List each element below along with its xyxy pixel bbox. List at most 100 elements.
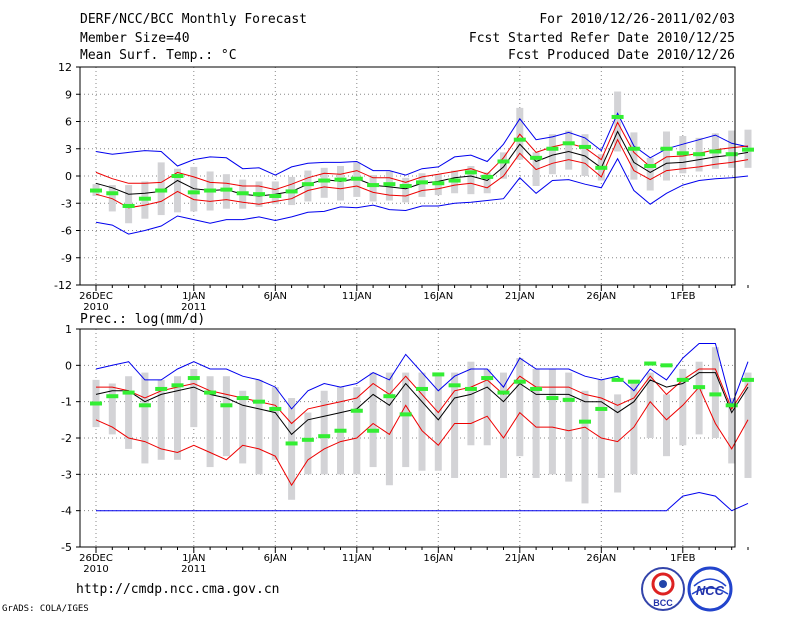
ncc-logo-text: NCC <box>696 583 725 598</box>
prec-median-mark <box>530 386 543 391</box>
temp-median-mark <box>742 147 754 152</box>
prec-median-mark <box>383 394 396 399</box>
temp-median-mark <box>497 159 510 164</box>
source-url[interactable]: http://cmdp.ncc.cma.gov.cn <box>76 582 280 597</box>
bcc-logo: BCC <box>641 567 685 611</box>
temp-median-mark <box>644 164 657 169</box>
prec-spread-box <box>125 376 133 449</box>
temp-median-mark <box>595 165 608 170</box>
prec-median-mark <box>253 399 265 404</box>
temp-y-tick-label: 3 <box>65 143 72 156</box>
prec-spread-box <box>597 379 605 478</box>
prec-median-mark <box>187 376 200 381</box>
prec-spread-box <box>402 372 410 468</box>
prec-x-tick-label: 16JAN <box>423 553 453 564</box>
temp-median-mark <box>513 137 526 142</box>
temp-spread-box <box>630 132 638 180</box>
prec-median-mark <box>236 396 249 401</box>
prec-median-mark <box>546 396 559 401</box>
temp-y-tick-label: -3 <box>61 197 72 210</box>
prec-spread-box <box>271 387 279 460</box>
prec-median-mark <box>595 406 608 411</box>
temp-spread-box <box>174 168 181 213</box>
prec-spread-box <box>565 372 573 482</box>
prec-spread-box <box>206 376 214 468</box>
grads-credit: GrADS: COLA/IGES <box>2 604 89 614</box>
prec-median-mark <box>90 401 102 406</box>
prec-spread-box <box>679 368 687 446</box>
temp-spread-box <box>581 134 589 176</box>
prec-median-mark <box>579 419 591 424</box>
prec-y-tick-label: -5 <box>61 541 72 554</box>
prec-median-mark <box>627 379 640 384</box>
prec-median-mark <box>301 437 314 442</box>
temp-median-mark <box>155 188 168 193</box>
prec-median-mark <box>318 434 331 439</box>
prec-y-tick-label: -4 <box>61 505 72 518</box>
temp-x-tick-label: 6JAN <box>264 291 287 302</box>
prec-median-mark <box>448 383 461 388</box>
temp-median-mark <box>106 191 119 196</box>
temp-x-tick-label: 11JAN <box>342 291 372 302</box>
prec-median-mark <box>742 377 754 382</box>
temp-series-lower-line <box>95 138 749 209</box>
prec-y-tick-label: -1 <box>61 396 72 409</box>
prec-median-mark <box>432 372 445 377</box>
prec-median-mark <box>367 428 380 433</box>
temp-spread-box <box>646 157 654 191</box>
temp-median-mark <box>187 190 200 195</box>
prec-median-mark <box>171 383 184 388</box>
temp-x-tick-label: 1FEB <box>670 291 695 302</box>
prec-median-mark <box>204 390 217 395</box>
temp-y-tick-label: -6 <box>61 225 72 238</box>
temp-median-mark <box>416 180 428 185</box>
prec-median-mark <box>464 386 477 391</box>
prec-spread-box <box>369 372 377 468</box>
prec-median-mark <box>497 390 510 395</box>
temp-median-mark <box>448 178 461 183</box>
temp-median-mark <box>350 176 363 181</box>
prec-series-lower-line <box>95 386 749 487</box>
temp-median-mark <box>318 178 331 183</box>
temp-median-mark <box>220 187 233 192</box>
temp-median-mark <box>122 203 135 208</box>
prec-spread-box <box>467 361 475 446</box>
prec-median-mark <box>416 386 428 391</box>
prec-median-mark <box>693 385 706 390</box>
prec-median-mark <box>138 403 151 408</box>
prec-x-tick-label: 26DEC <box>79 553 113 564</box>
temp-median-mark <box>399 183 412 188</box>
prec-median-mark <box>350 408 363 413</box>
temp-median-mark <box>285 189 298 194</box>
prec-x-tick-label: 1JAN <box>182 553 205 564</box>
prec-median-mark <box>709 392 722 397</box>
temp-y-tick-label: -12 <box>54 279 72 292</box>
prec-spread-box <box>630 383 638 475</box>
temp-spread-box <box>402 177 410 203</box>
temp-x-tick-label: 26DEC <box>79 291 113 302</box>
temp-x-tick-label: 1JAN <box>182 291 205 302</box>
temp-median-mark <box>660 146 673 151</box>
temp-spread-box <box>467 166 475 195</box>
temp-x-tick-year: 2011 <box>181 302 206 313</box>
bcc-logo-text: BCC <box>653 598 673 608</box>
forecast-produced-date: Fcst Produced Date 2010/12/26 <box>508 48 735 63</box>
temp-series-min-line <box>95 157 749 235</box>
temp-median-mark <box>334 177 347 182</box>
temp-median-mark <box>138 196 151 201</box>
prec-spread-box <box>744 372 752 478</box>
temp-spread-box <box>483 172 491 194</box>
temp-median-mark <box>204 188 217 193</box>
prec-spread-box <box>581 390 589 504</box>
temp-median-mark <box>530 155 543 160</box>
prec-x-tick-year: 2011 <box>181 564 206 575</box>
forecast-started-date: Fcst Started Refer Date 2010/12/25 <box>468 31 735 46</box>
prec-spread-box <box>434 376 442 471</box>
temp-median-mark <box>546 146 559 151</box>
temp-x-tick-label: 16JAN <box>423 291 453 302</box>
prec-median-mark <box>725 403 738 408</box>
prec-median-mark <box>660 363 673 368</box>
temp-median-mark <box>432 181 445 186</box>
